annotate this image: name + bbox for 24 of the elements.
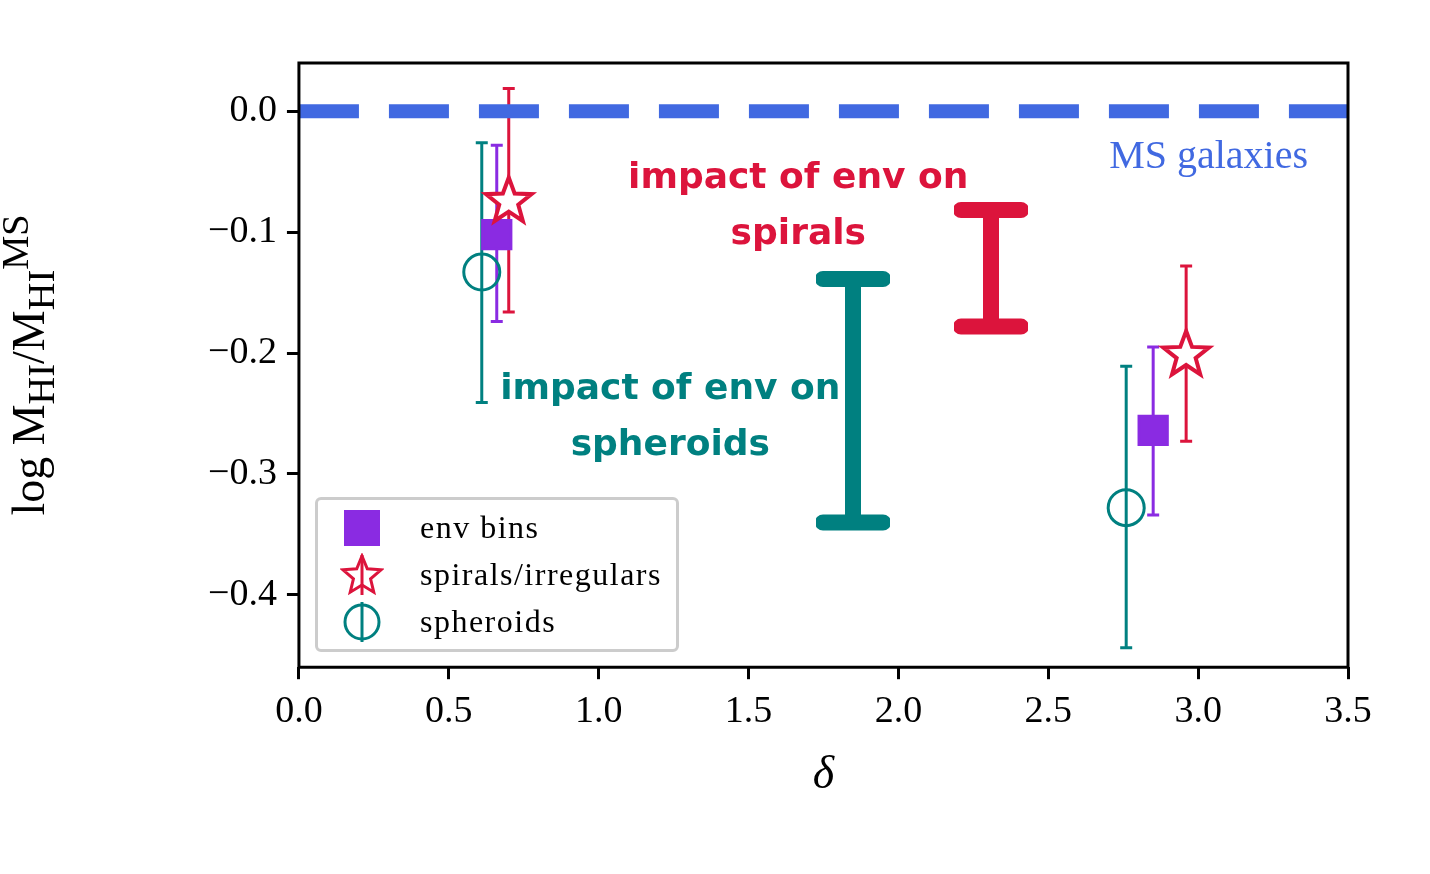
x-tick-label: 1.5: [724, 687, 773, 730]
x-tick-label: 0.5: [425, 687, 473, 730]
point: [1106, 488, 1146, 528]
annotation: impact of env on spheroids: [499, 365, 842, 466]
x-tick-label: 0.0: [275, 687, 323, 730]
point: [1137, 414, 1169, 446]
x-tick-label: 1.0: [574, 687, 623, 730]
annotation: impact of env on spirals: [627, 153, 970, 254]
point: [462, 252, 502, 292]
x-tick-label: 2.5: [1024, 687, 1073, 730]
legend-label: spheroids: [419, 603, 557, 641]
legend-label: env bins: [419, 509, 540, 547]
y-tick-label: −0.2: [207, 329, 277, 371]
ref-line-label: MS galaxies: [1109, 131, 1308, 177]
x-tick-label: 3.0: [1174, 687, 1222, 730]
point: [481, 218, 513, 251]
x-tick-label: 2.0: [874, 687, 923, 730]
x-axis-title: δ: [812, 747, 835, 799]
legend-label: spirals/irregulars: [419, 556, 662, 594]
y-tick-label: −0.4: [207, 570, 277, 613]
y-tick-label: −0.1: [207, 208, 277, 251]
y-tick-label: −0.3: [207, 449, 277, 492]
y-tick-label: 0.0: [229, 87, 277, 130]
x-tick-label: 3.5: [1324, 687, 1372, 730]
